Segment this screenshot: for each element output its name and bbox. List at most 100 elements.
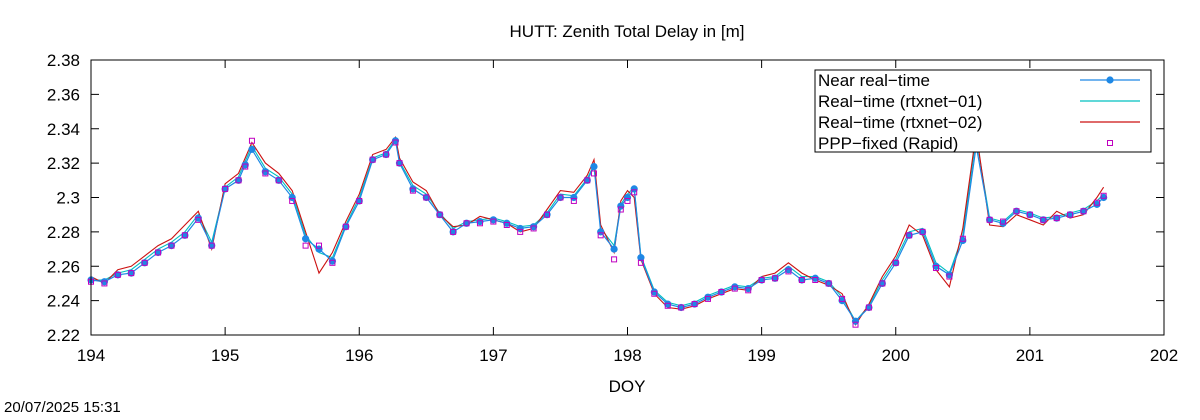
series-near-real-time-line (90, 139, 1105, 323)
legend-entry-near-real-time-marker (1106, 76, 1114, 84)
ppp-fixed-point (316, 242, 323, 249)
ppp-fixed-point (611, 256, 618, 263)
ppp-fixed-point (946, 273, 953, 280)
near-real-time-point (248, 145, 256, 153)
ppp-fixed-point (141, 259, 148, 266)
legend: Near real−time Real−time (rtxnet−01) Real−… (814, 69, 1152, 153)
ppp-fixed-point (1026, 211, 1033, 218)
ppp-fixed-point (664, 302, 671, 309)
ppp-fixed-point (262, 170, 269, 177)
ppp-fixed-point (195, 216, 202, 223)
near-real-time-point (610, 245, 618, 253)
near-real-time-point (141, 259, 149, 267)
near-real-time-point (999, 219, 1007, 227)
x-tick-label: 195 (211, 346, 239, 365)
ppp-fixed-point (275, 177, 282, 184)
near-real-time-point (530, 223, 538, 231)
ppp-fixed-point (1093, 199, 1100, 206)
near-real-time-point (905, 231, 913, 239)
near-real-time-point (617, 202, 625, 210)
ppp-fixed-point (168, 242, 175, 249)
ppp-fixed-point (584, 177, 591, 184)
ppp-fixed-point (986, 216, 993, 223)
near-real-time-point (302, 235, 310, 243)
ppp-fixed-point (208, 242, 215, 249)
ppp-fixed-point (932, 264, 939, 271)
ppp-fixed-point (392, 139, 399, 146)
ppp-fixed-point (959, 235, 966, 242)
ppp-fixed-point (651, 290, 658, 297)
near-real-time-point (1012, 207, 1021, 215)
near-real-time-point (328, 257, 337, 265)
near-real-time-point (1079, 207, 1088, 215)
x-axis-label: DOY (609, 377, 646, 396)
near-real-time-point (234, 176, 243, 184)
near-real-time-point (892, 259, 900, 267)
near-real-time-point (315, 245, 323, 253)
near-real-time-point (369, 156, 377, 164)
legend-entry-ppp-fixed-marker (1107, 140, 1113, 146)
ppp-fixed-point (617, 206, 624, 213)
ppp-fixed-point (906, 232, 913, 239)
near-real-time-point (355, 197, 363, 205)
y-tick-label: 2.3 (56, 189, 80, 208)
ppp-fixed-point (114, 271, 121, 278)
near-real-time-point (503, 219, 511, 227)
near-real-time-point (409, 185, 417, 193)
near-real-time-point (744, 284, 752, 293)
ppp-fixed-point (1080, 208, 1087, 215)
axes: 2.22 2.24 2.26 2.28 2.3 2.32 2.34 2.36 2.38 194 19… (47, 51, 1178, 365)
near-real-time-point (436, 211, 444, 219)
x-tick-label: 202 (1150, 346, 1178, 365)
ppp-fixed-point (396, 160, 403, 167)
near-real-time-point (945, 271, 954, 279)
ppp-fixed-point (718, 289, 725, 296)
ppp-fixed-point (631, 189, 638, 196)
chart-title: HUTT: Zenith Total Delay in [m] (510, 22, 745, 41)
y-tick-label: 2.22 (47, 326, 80, 345)
ppp-fixed-point (852, 321, 859, 328)
ppp-fixed-point (798, 277, 805, 283)
ppp-fixed-point (758, 277, 765, 283)
ppp-fixed-point (825, 280, 832, 287)
ppp-fixed-point (503, 222, 510, 228)
y-tick-label: 2.38 (47, 51, 80, 70)
near-real-time-point (382, 150, 390, 159)
ppp-fixed-point (637, 259, 644, 266)
near-real-time-point (851, 317, 860, 325)
near-real-time-point (704, 293, 712, 301)
near-real-time-point (1066, 211, 1074, 219)
ppp-fixed-point (557, 194, 564, 201)
ppp-fixed-point (1053, 215, 1060, 222)
ppp-fixed-point (383, 151, 390, 158)
legend-box (814, 69, 1152, 153)
near-real-time-point (918, 228, 927, 236)
y-tick-label: 2.28 (47, 223, 80, 242)
ppp-fixed-point (101, 280, 108, 287)
ppp-fixed-point (731, 285, 738, 292)
near-real-time-point (288, 193, 296, 202)
ppp-fixed-point (369, 156, 376, 163)
ppp-fixed-point (745, 287, 752, 294)
near-real-time-point (758, 276, 766, 284)
ppp-fixed-point (624, 197, 631, 204)
ppp-fixed-point (530, 225, 537, 232)
ppp-fixed-point (302, 242, 309, 249)
ppp-fixed-point (812, 277, 819, 283)
near-real-time-point (275, 176, 283, 184)
ppp-fixed-point (1067, 211, 1074, 218)
ppp-fixed-point (436, 211, 443, 218)
near-real-time-point (731, 283, 739, 291)
near-real-time-point (717, 288, 725, 296)
near-real-time-point (623, 193, 632, 202)
timestamp: 20/07/2025 15:31 (4, 399, 121, 416)
ppp-fixed-point (342, 223, 349, 230)
ppp-fixed-point (463, 220, 470, 227)
near-real-time-point (462, 219, 471, 227)
near-real-time-point (690, 300, 699, 308)
ppp-fixed-point (476, 220, 483, 227)
ppp-fixed-point (691, 301, 698, 308)
near-real-time-point (664, 300, 672, 308)
x-tick-label: 196 (345, 346, 373, 365)
near-real-time-point (167, 242, 176, 250)
